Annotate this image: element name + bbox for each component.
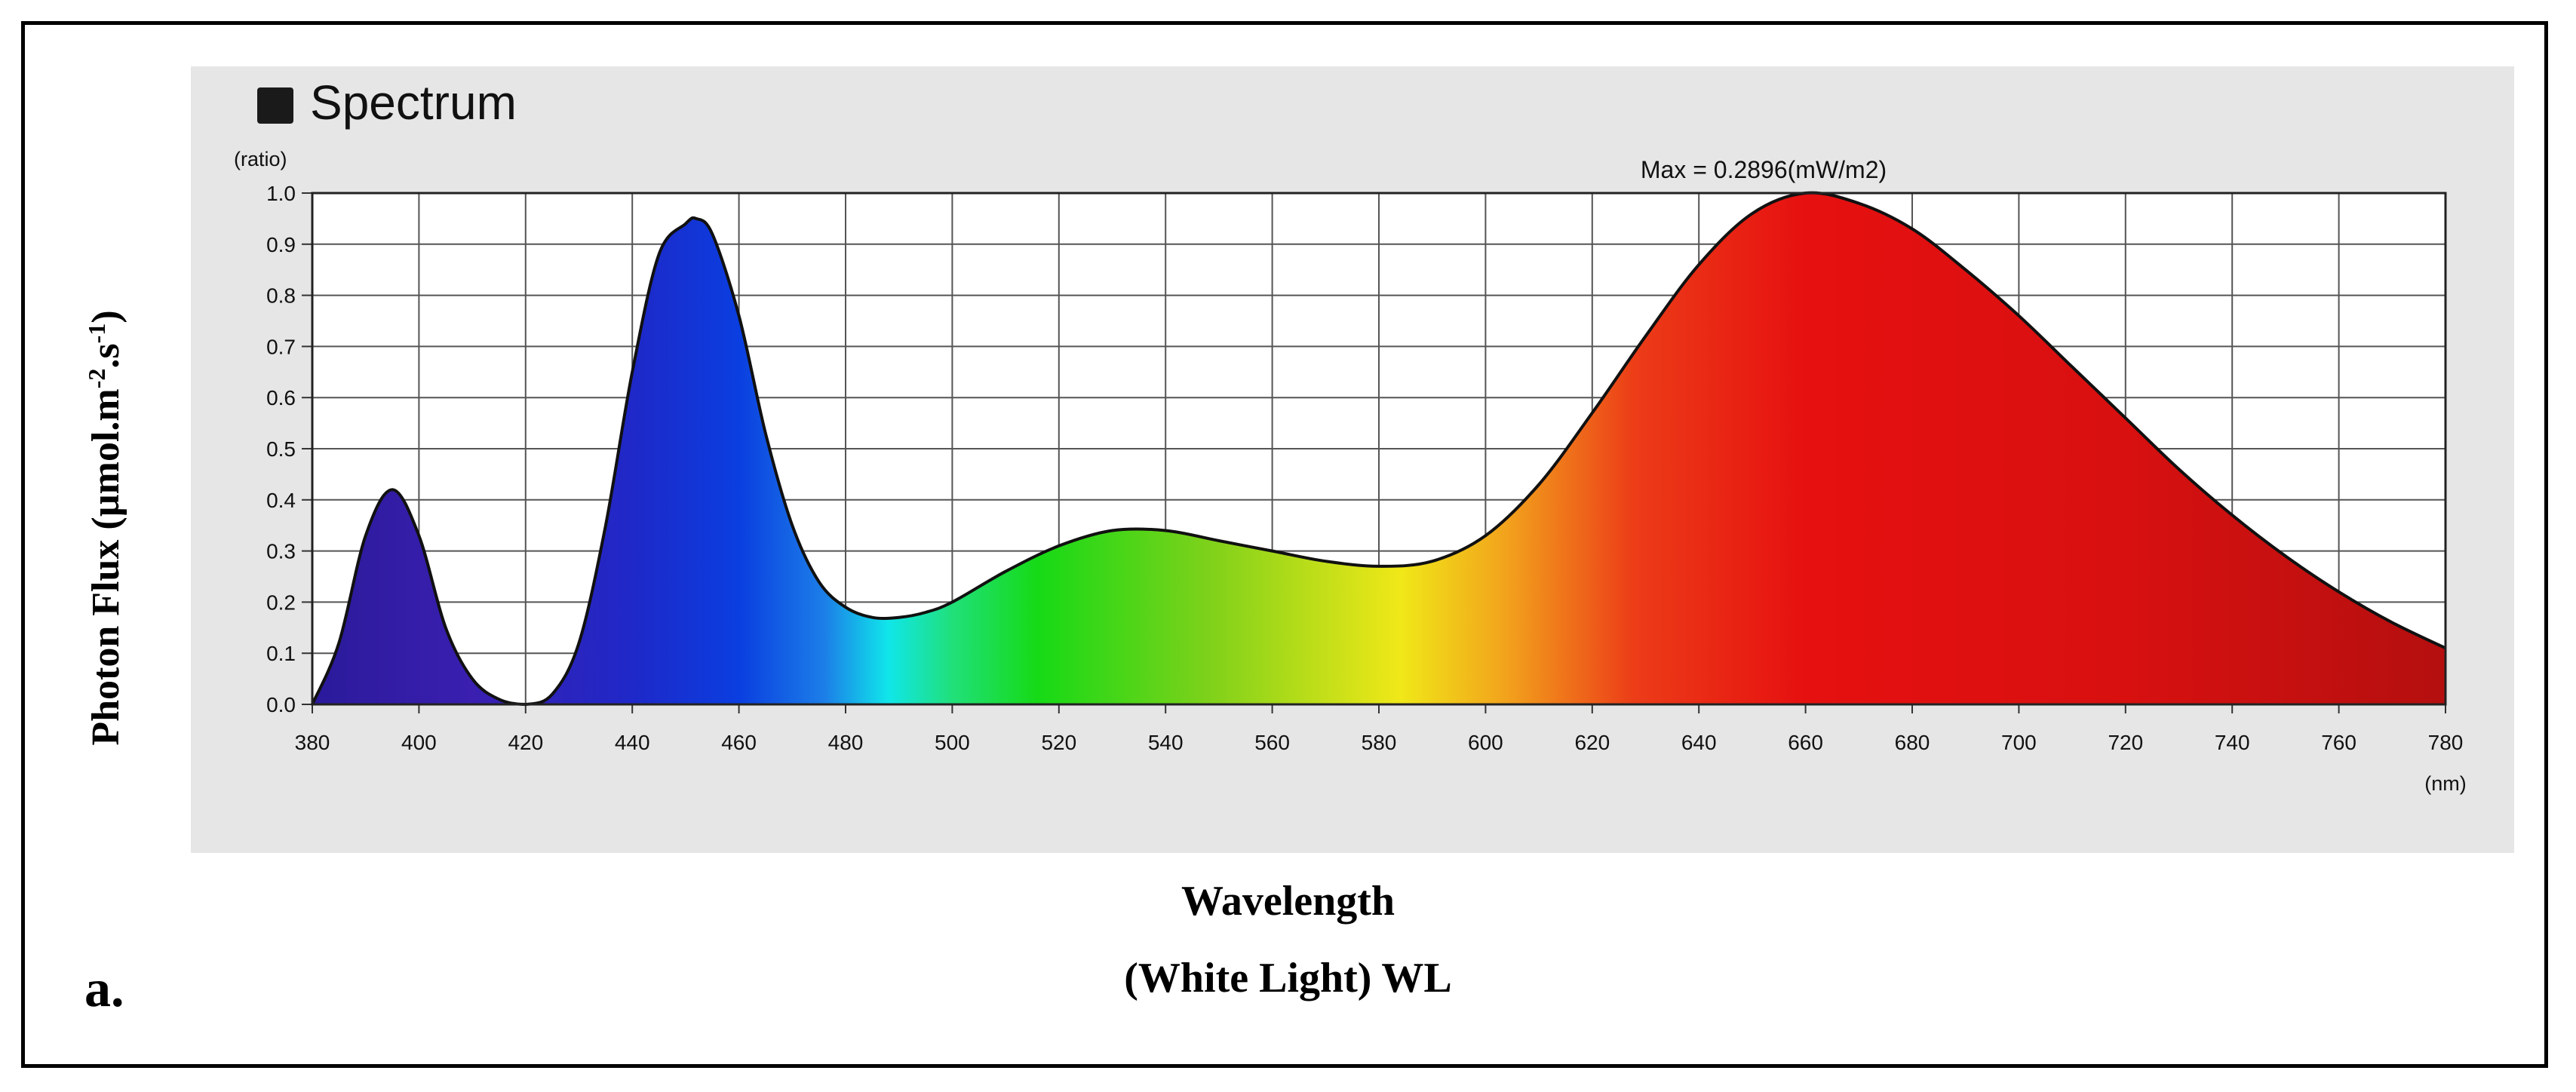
y-tick-label: 0.0 <box>266 693 296 716</box>
x-tick-label: 560 <box>1254 731 1290 754</box>
x-tick-labels: 380 400 420 440 460 480 500 520 540 560 580 600 620 6… <box>295 731 2464 754</box>
x-tick-label: 660 <box>1788 731 1823 754</box>
x-tick-label: 760 <box>2321 731 2356 754</box>
x-tick-label: 740 <box>2215 731 2250 754</box>
y-tick-label: 0.6 <box>266 386 296 410</box>
x-tick-label: 440 <box>615 731 650 754</box>
spectrum-chart: 0.0 0.1 0.2 0.3 0.4 0.5 0.6 0.7 0.8 0.9 1.0 380 400… <box>234 75 2467 795</box>
x-tick-label: 460 <box>721 731 757 754</box>
x-tick-label: 700 <box>2001 731 2037 754</box>
x-tick-label: 520 <box>1041 731 1076 754</box>
panel-label: a. <box>84 960 124 1018</box>
y-tick-label: 0.3 <box>266 540 296 563</box>
y-axis-title: Photon Flux (µmol.m-2.s-1) <box>82 310 128 746</box>
x-tick-label: 420 <box>508 731 543 754</box>
spectrum-area <box>312 192 2446 705</box>
x-tick-label: 640 <box>1681 731 1717 754</box>
plot-area-border <box>311 192 2447 706</box>
x-tick-label: 480 <box>828 731 864 754</box>
plot-panel: 0.0 0.1 0.2 0.3 0.4 0.5 0.6 0.7 0.8 0.9 1.0 380 400… <box>191 66 2514 853</box>
x-tick-label: 620 <box>1574 731 1610 754</box>
y-tick-label: 0.8 <box>266 284 296 308</box>
legend-swatch <box>257 87 293 124</box>
x-axis-title: Wavelength <box>1181 878 1395 925</box>
x-tick-label: 400 <box>401 731 437 754</box>
x-unit-label: (nm) <box>2424 772 2467 795</box>
y-tick-label: 0.5 <box>266 437 296 461</box>
spectrum-outline <box>311 191 2446 707</box>
x-tick-label: 580 <box>1362 731 1397 754</box>
x-tick-label: 720 <box>2108 731 2143 754</box>
x-tick-label: 380 <box>295 731 330 754</box>
y-unit-label: (ratio) <box>234 148 287 170</box>
y-tick-label: 0.7 <box>266 335 296 358</box>
x-tick-label: 600 <box>1468 731 1503 754</box>
x-tick-label: 500 <box>935 731 970 754</box>
y-tick-labels: 0.0 0.1 0.2 0.3 0.4 0.5 0.6 0.7 0.8 0.9 1.0 <box>266 182 296 716</box>
x-tick-label: 680 <box>1895 731 1930 754</box>
max-annotation: Max = 0.2896(mW/m2) <box>1641 156 1887 183</box>
y-tick-label: 0.1 <box>266 642 296 665</box>
y-tick-label: 0.2 <box>266 590 296 614</box>
x-tick-label: 540 <box>1148 731 1184 754</box>
x-tick-label: 780 <box>2428 731 2464 754</box>
legend-label: Spectrum <box>310 75 517 130</box>
y-tick-label: 0.4 <box>266 489 296 512</box>
chart-subtitle: (White Light) WL <box>1124 955 1452 1002</box>
y-tick-label: 1.0 <box>266 182 296 205</box>
y-tick-label: 0.9 <box>266 233 296 256</box>
